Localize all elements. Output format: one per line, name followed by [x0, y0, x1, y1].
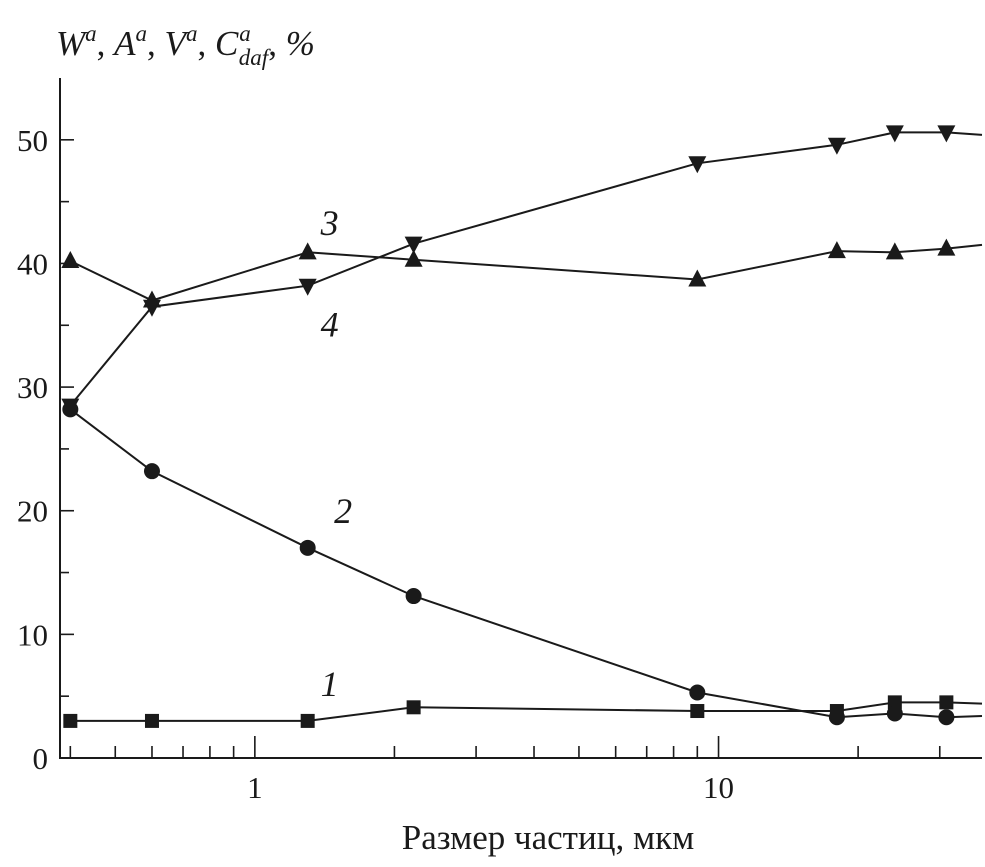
ticks: 0 10 20 30 40 50 1 10 [17, 123, 941, 805]
data-point-circle [299, 539, 316, 556]
data-point-triangle-up [61, 250, 80, 268]
ylabel-w-sup: a [85, 21, 97, 46]
ylabel-a: A [112, 24, 136, 63]
y-tick-label: 0 [33, 741, 49, 776]
series-line-4 [69, 131, 983, 407]
data-point-triangle-down [142, 299, 161, 317]
y-tick-label: 20 [17, 494, 48, 529]
ylabel-sep-4: , [268, 24, 286, 63]
axes [59, 78, 982, 759]
data-point-triangle-down [404, 236, 423, 254]
labels: 1 2 3 4 [320, 203, 352, 704]
data-point-triangle-down [827, 137, 846, 155]
series [61, 125, 983, 728]
y-axis-label: Wa, Aa, Va, Ca daf, % [56, 21, 315, 70]
y-tick-label: 40 [17, 246, 48, 281]
data-point-square [887, 695, 902, 710]
y-tick-label: 50 [17, 123, 48, 158]
ylabel-v: V [165, 24, 190, 63]
series-4 [61, 125, 983, 416]
ylabel-sep-1: , [97, 24, 115, 63]
series-2 [62, 401, 983, 726]
data-point-triangle-up [885, 242, 904, 260]
x-tick-label: 10 [703, 770, 734, 805]
series-line-1 [70, 701, 983, 722]
ylabel-v-sup: a [186, 21, 198, 46]
data-point-triangle-up [404, 249, 423, 267]
data-point-triangle-down [61, 398, 80, 416]
y-tick-label: 30 [17, 370, 48, 405]
series-line-2 [69, 408, 983, 719]
series-1 [63, 695, 983, 728]
data-point-square [406, 700, 421, 715]
series-line-3 [69, 243, 983, 302]
data-point-circle [828, 709, 845, 726]
data-point-triangle-up [827, 241, 846, 259]
ylabel-a-sup: a [136, 21, 148, 46]
curve-label-1: 1 [321, 664, 339, 704]
ylabel-sep-2: , [147, 24, 165, 63]
data-point-square [690, 704, 705, 719]
data-point-triangle-down [298, 278, 317, 296]
data-point-circle [143, 463, 160, 480]
data-point-square [144, 713, 159, 728]
curve-label-2: 2 [334, 491, 352, 531]
data-point-circle [689, 684, 706, 701]
data-point-triangle-down [688, 156, 707, 174]
ylabel-w: W [56, 24, 88, 63]
ylabel-c-sup: a [239, 21, 251, 46]
series-3 [61, 238, 983, 308]
data-point-triangle-up [937, 238, 956, 256]
ylabel-unit: % [286, 24, 315, 63]
data-point-triangle-down [937, 125, 956, 143]
data-point-triangle-up [688, 269, 707, 287]
data-point-square [300, 713, 315, 728]
ylabel-c-sub: daf [239, 45, 272, 70]
data-point-circle [405, 588, 422, 605]
data-point-square [939, 695, 954, 710]
ylabel-sep-3: , [197, 24, 215, 63]
curve-label-3: 3 [320, 203, 339, 243]
y-tick-label: 10 [17, 617, 48, 652]
data-point-circle [938, 709, 955, 726]
data-point-circle [886, 705, 903, 722]
x-axis-label: Размер частиц, мкм [402, 818, 695, 857]
data-point-triangle-up [298, 242, 317, 260]
data-point-square [63, 713, 78, 728]
data-point-triangle-down [885, 125, 904, 143]
ylabel-c: C [215, 24, 239, 63]
x-tick-label: 1 [247, 770, 263, 805]
curve-label-4: 4 [321, 304, 339, 344]
